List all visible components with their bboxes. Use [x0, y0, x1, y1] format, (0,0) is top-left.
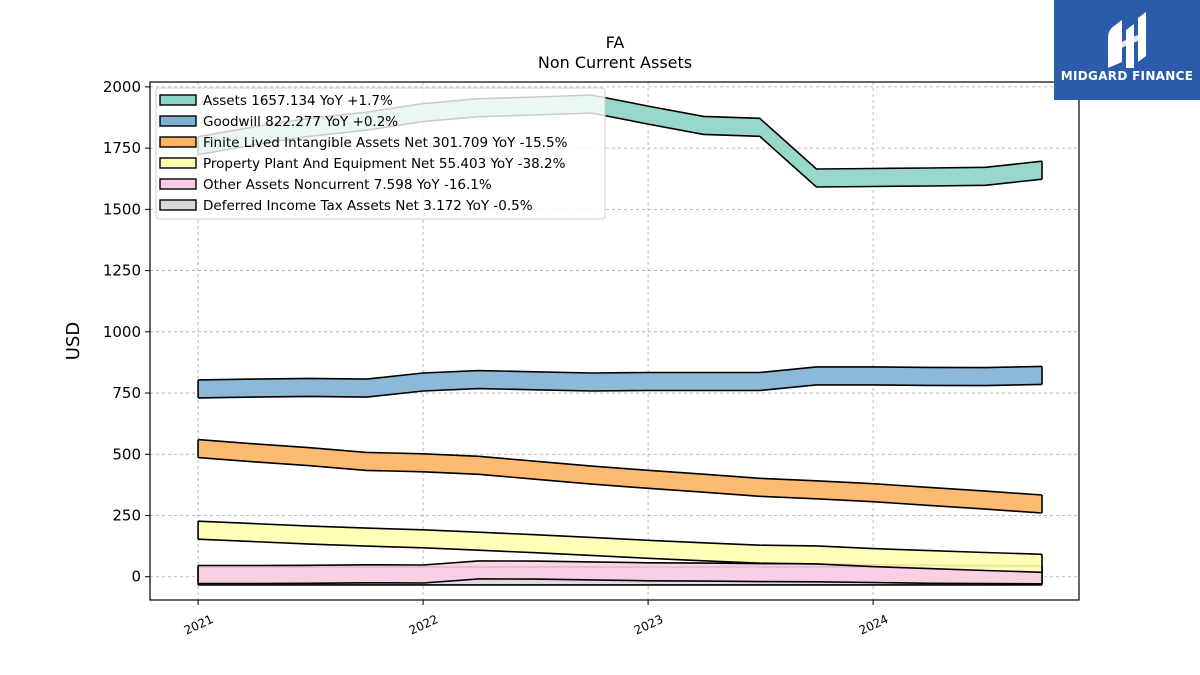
legend-swatch-ppe [159, 157, 197, 169]
x-tick-label: 2023 [632, 612, 666, 638]
y-tick-label: 1500 [103, 200, 141, 218]
plot-frame [149, 81, 1080, 601]
y-tick-label: 1250 [103, 262, 141, 280]
series-band-finite [198, 439, 1043, 513]
series-layer [197, 94, 1043, 586]
y-tick-label: 250 [112, 507, 141, 525]
y-tick-label: 750 [112, 384, 141, 402]
series-line-bottom-finite [198, 456, 1043, 514]
grid [150, 82, 1079, 600]
x-axis: 2021 2022 2023 2024 [182, 600, 891, 638]
legend: Assets 1657.134 YoY +1.7% Goodwill 822.27… [155, 87, 606, 220]
y-axis: 0 250 500 750 1000 1250 1500 1750 2000 [103, 78, 150, 586]
legend-label-ppe: Property Plant And Equipment Net 55.403 … [203, 156, 566, 172]
legend-label-finite: Finite Lived Intangible Assets Net 301.7… [203, 135, 568, 151]
series-line-bottom-other [198, 578, 1043, 585]
y-tick-label: 500 [112, 445, 141, 463]
series-band-ppe [198, 521, 1043, 573]
legend-box [155, 87, 606, 220]
x-tick-label: 2022 [407, 612, 441, 638]
series-line-top-ppe [198, 520, 1043, 556]
x-tick-label: 2021 [182, 612, 216, 638]
y-tick-label: 1000 [103, 323, 141, 341]
series-line-bottom-ppe [198, 538, 1043, 574]
y-tick-label: 1750 [103, 139, 141, 157]
logo: MIDGARD FINANCE [1054, 0, 1200, 100]
y-tick-label: 2000 [103, 78, 141, 96]
series-band-other [198, 560, 1043, 584]
legend-label-assets: Assets 1657.134 YoY +1.7% [203, 93, 393, 109]
legend-swatch-assets [159, 94, 197, 106]
legend-label-deferred: Deferred Income Tax Assets Net 3.172 YoY… [203, 198, 533, 214]
y-tick-label: 0 [131, 568, 141, 586]
legend-swatch-deferred [159, 199, 197, 211]
series-band-goodwill [198, 366, 1043, 398]
series-line-top-goodwill [198, 365, 1043, 381]
y-axis-label: USD [63, 322, 84, 360]
series-line-bottom-goodwill [198, 383, 1043, 399]
legend-label-other: Other Assets Noncurrent 7.598 YoY -16.1% [203, 177, 492, 193]
series-line-top-finite [198, 438, 1043, 496]
chart-title: FA [606, 33, 625, 52]
legend-label-goodwill: Goodwill 822.277 YoY +0.2% [203, 114, 398, 130]
chart-subtitle: Non Current Assets [538, 53, 692, 72]
midgard-logo-icon [1108, 12, 1146, 68]
logo-text: MIDGARD FINANCE [1061, 69, 1193, 83]
x-tick-label: 2024 [857, 612, 891, 638]
legend-swatch-other [159, 178, 197, 190]
legend-swatch-finite [159, 136, 197, 148]
legend-swatch-goodwill [159, 115, 197, 127]
